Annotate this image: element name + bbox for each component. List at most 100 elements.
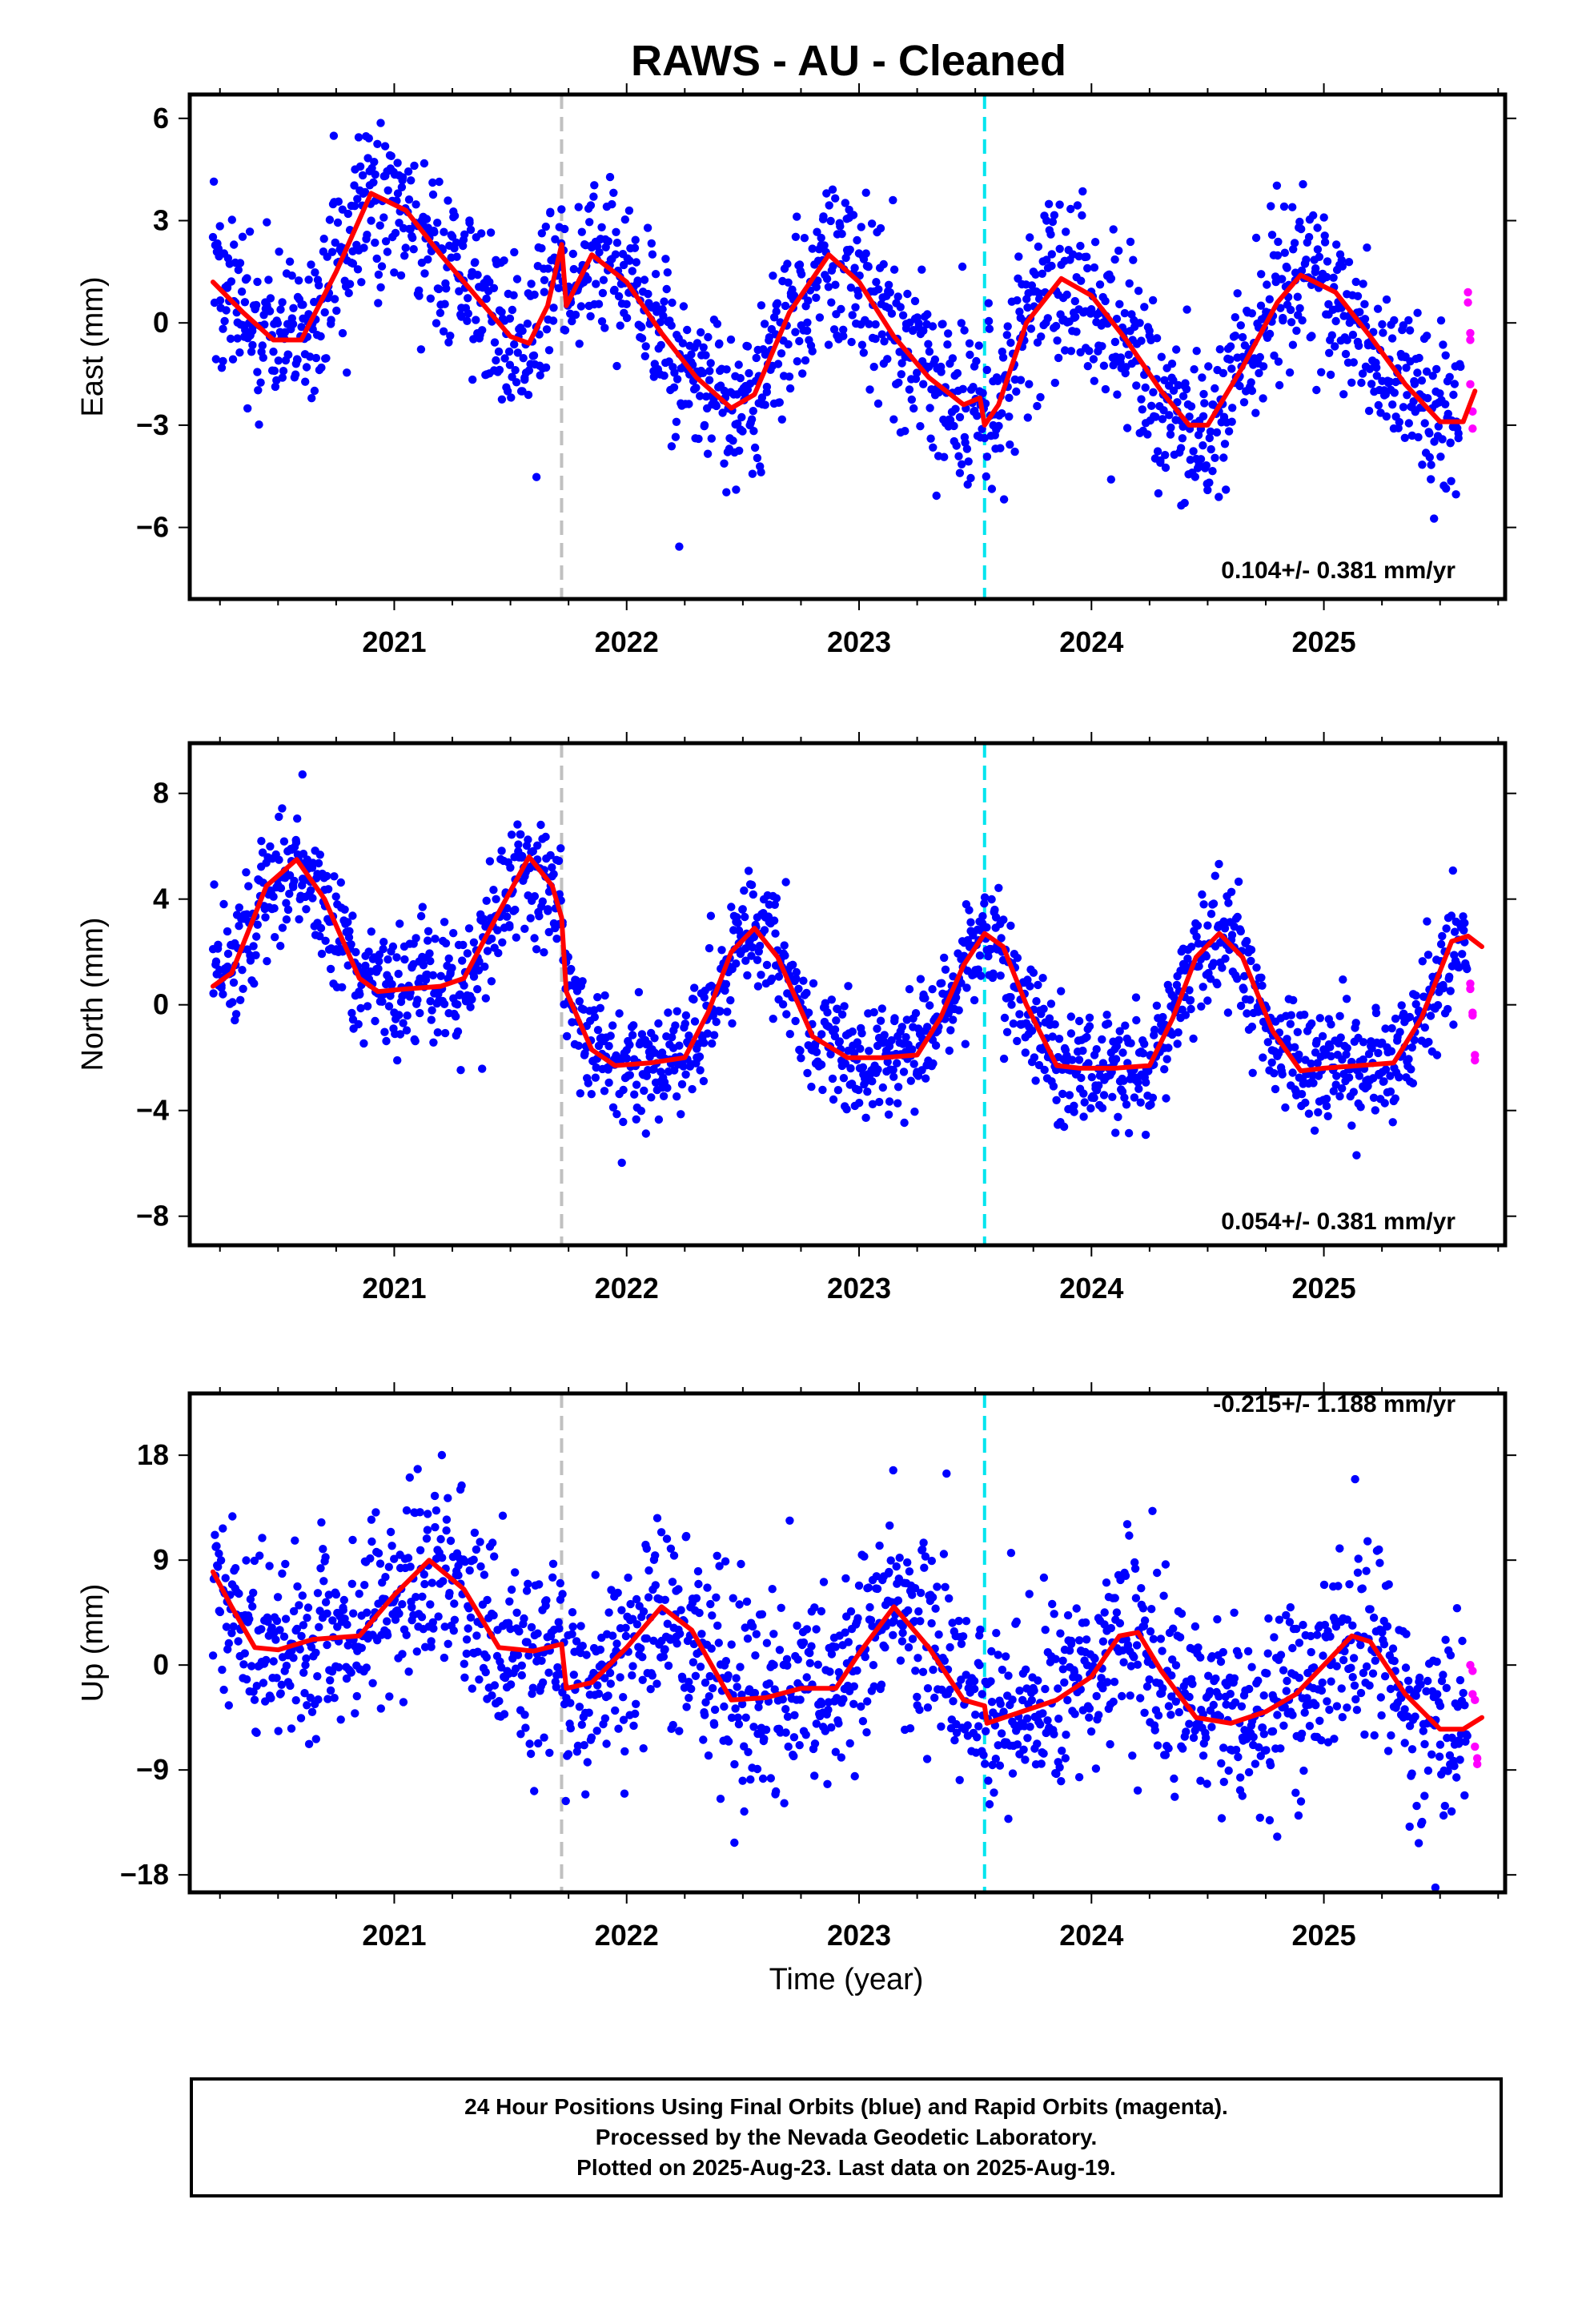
final-orbit-point [1433,1001,1443,1010]
final-orbit-point [781,1705,790,1714]
final-orbit-point [1436,452,1445,461]
final-orbit-point [1161,1560,1170,1569]
final-orbit-point [1270,351,1279,360]
final-orbit-point [824,340,833,349]
final-orbit-point [950,1735,959,1745]
final-orbit-point [616,1673,624,1682]
final-orbit-point [1034,1060,1044,1070]
final-orbit-point [762,382,772,392]
final-orbit-point [689,1658,698,1667]
final-orbit-point [338,983,347,992]
final-orbit-point [1161,451,1170,460]
final-orbit-point [526,1749,536,1759]
final-orbit-point [1445,372,1454,381]
final-orbit-point [1430,514,1439,523]
final-orbit-point [1235,381,1244,391]
final-orbit-point [1174,380,1183,390]
final-orbit-point [441,939,451,948]
final-orbit-point [966,473,975,483]
final-orbit-point [829,262,837,271]
final-orbit-point [748,943,757,952]
final-orbit-point [1367,380,1376,388]
final-orbit-point [1097,1674,1106,1683]
final-orbit-point [235,903,243,912]
final-orbit-point [302,905,311,914]
final-orbit-point [784,340,793,349]
final-orbit-point [685,400,693,408]
final-orbit-point [424,936,432,945]
final-orbit-point [490,1681,500,1690]
final-orbit-point [494,347,504,356]
final-orbit-point [253,368,262,376]
final-orbit-point [219,899,228,909]
final-orbit-point [1445,972,1454,981]
final-orbit-point [269,1657,278,1666]
final-orbit-point [320,308,329,317]
final-orbit-point [706,359,715,368]
final-orbit-point [828,185,837,194]
final-orbit-point [1192,932,1201,941]
final-orbit-point [1050,1610,1058,1618]
final-orbit-point [336,1715,345,1724]
final-orbit-point [357,1643,366,1652]
final-orbit-point [377,262,387,271]
final-orbit-point [636,1644,645,1653]
final-orbit-point [1134,287,1143,296]
final-orbit-point [680,1683,689,1692]
final-orbit-point [275,1626,284,1634]
final-orbit-point [297,1631,306,1641]
final-orbit-point [1042,255,1051,264]
final-orbit-point [605,172,615,182]
final-orbit-point [1087,1072,1097,1082]
final-orbit-point [1161,463,1170,472]
final-orbit-point [783,1712,793,1721]
final-orbit-point [428,1006,436,1015]
final-orbit-point [380,1027,389,1036]
final-orbit-point [1181,1011,1191,1019]
final-orbit-point [400,251,409,260]
final-orbit-point [685,1031,693,1040]
final-orbit-point [1307,332,1316,340]
final-orbit-point [929,1665,938,1675]
final-orbit-point [1094,1711,1103,1719]
final-orbit-point [1287,1011,1296,1019]
final-orbit-point [849,1682,859,1691]
final-orbit-point [1022,1665,1030,1674]
final-orbit-point [351,1709,359,1718]
final-orbit-point [473,985,482,994]
final-orbit-point [629,1021,638,1030]
final-orbit-point [1324,300,1333,309]
final-orbit-point [1119,1658,1128,1667]
final-orbit-point [554,856,564,866]
final-orbit-point [810,1603,819,1612]
final-orbit-point [1295,1050,1303,1059]
final-orbit-point [537,243,546,253]
final-orbit-point [632,1620,642,1629]
final-orbit-point [723,1007,732,1016]
final-orbit-point [869,1682,879,1691]
x-tick-label: 2025 [1292,625,1356,658]
final-orbit-point [1042,216,1051,225]
final-orbit-point [982,923,991,932]
final-orbit-point [516,1730,525,1739]
final-orbit-point [1331,316,1340,326]
final-orbit-point [303,1701,311,1710]
final-orbit-point [790,1711,799,1719]
final-orbit-point [383,955,392,964]
final-orbit-point [485,857,495,866]
final-orbit-point [1019,1745,1028,1754]
final-orbit-point [604,1078,613,1088]
final-orbit-point [701,351,710,360]
final-orbit-point [229,1622,238,1631]
final-orbit-point [766,1774,775,1783]
final-orbit-point [509,291,518,300]
final-orbit-point [316,1564,325,1573]
final-orbit-point [307,260,315,269]
final-orbit-point [406,1562,415,1571]
final-orbit-point [262,1655,271,1665]
final-orbit-point [273,319,283,328]
final-orbit-point [310,386,319,396]
final-orbit-point [881,1643,889,1652]
final-orbit-point [381,237,391,246]
final-orbit-point [252,932,261,941]
